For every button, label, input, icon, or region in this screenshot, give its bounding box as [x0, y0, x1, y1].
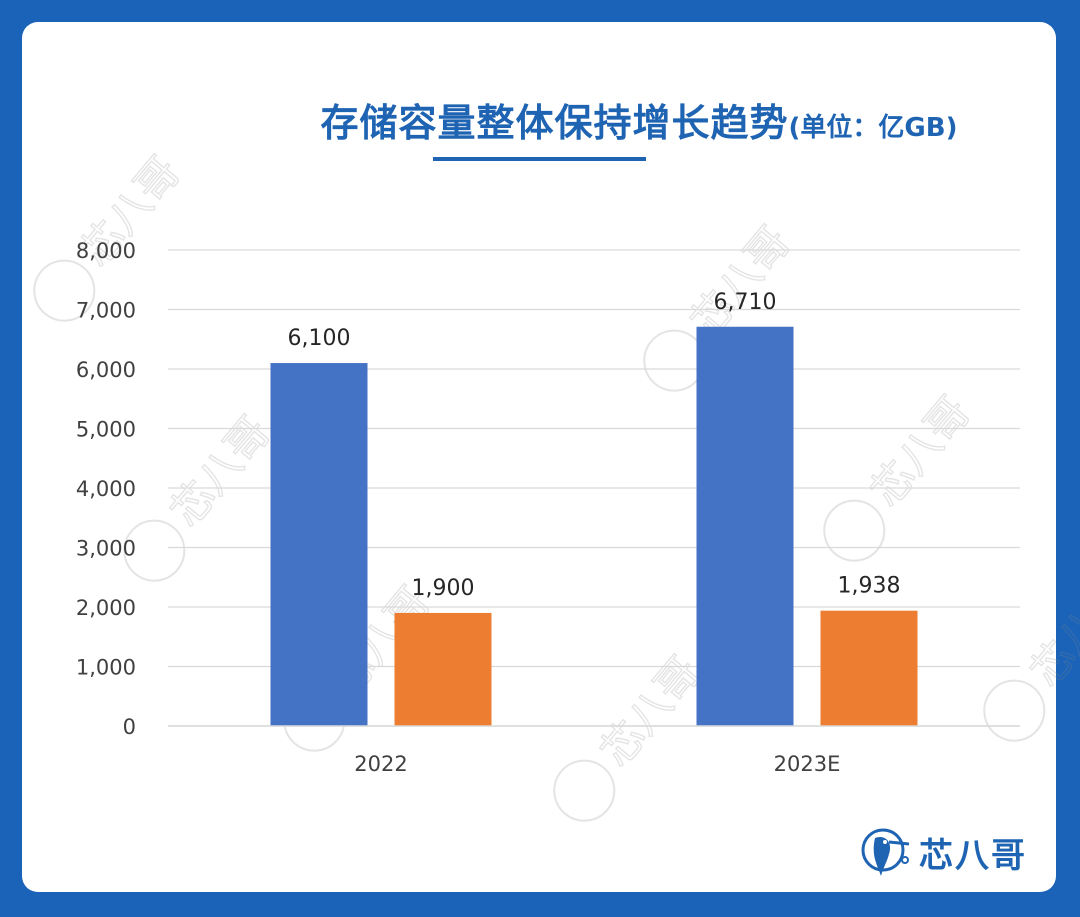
- y-tick-label: 3,000: [76, 537, 136, 561]
- title-underline: [433, 157, 646, 161]
- x-tick-label: 2023E: [774, 752, 841, 776]
- brand-logo: 芯八哥: [861, 824, 1027, 880]
- kingfisher-logo-icon: [861, 828, 910, 876]
- watermark-logo-icon: [983, 679, 1046, 742]
- data-label: 1,900: [412, 576, 475, 601]
- x-tick-label: 2022: [354, 752, 407, 776]
- y-tick-label: 1,000: [76, 656, 136, 680]
- watermark-text: 芯八哥: [861, 387, 980, 515]
- chart-card: 存储容量整体保持增长趋势(单位：亿GB): [22, 22, 1056, 892]
- chart-title-unit: (单位：亿GB): [788, 113, 958, 143]
- y-tick-label: 8,000: [76, 239, 136, 263]
- data-label: 6,100: [288, 326, 351, 351]
- watermark-logo-icon: [553, 759, 616, 822]
- watermark: 芯八哥: [823, 387, 980, 562]
- bar: [820, 610, 918, 726]
- bar: [270, 363, 368, 726]
- watermark-text: 芯八哥: [681, 217, 800, 345]
- brand-name: 芯八哥: [919, 835, 1027, 876]
- watermark: 芯八哥: [553, 647, 710, 822]
- y-tick-label: 5,000: [76, 418, 136, 442]
- watermark: 芯八哥: [123, 407, 280, 582]
- watermark-text: 芯八哥: [1021, 567, 1080, 695]
- data-label: 6,710: [714, 290, 777, 315]
- bar: [696, 326, 794, 726]
- y-tick-label: 6,000: [76, 358, 136, 382]
- watermark-logo-icon: [823, 499, 886, 562]
- y-tick-label: 7,000: [76, 299, 136, 323]
- y-tick-label: 2,000: [76, 596, 136, 620]
- bar: [394, 612, 492, 726]
- y-tick-label: 0: [123, 715, 136, 739]
- y-tick-label: 4,000: [76, 477, 136, 501]
- watermark: 芯八哥: [983, 567, 1080, 742]
- watermark-logo-icon: [123, 519, 186, 582]
- chart-title-main: 存储容量整体保持增长趋势: [320, 101, 789, 145]
- chart-title: 存储容量整体保持增长趋势(单位：亿GB): [22, 92, 1056, 147]
- data-label: 1,938: [838, 574, 901, 599]
- watermark-logo-icon: [33, 259, 96, 322]
- watermark-text: 芯八哥: [161, 407, 280, 535]
